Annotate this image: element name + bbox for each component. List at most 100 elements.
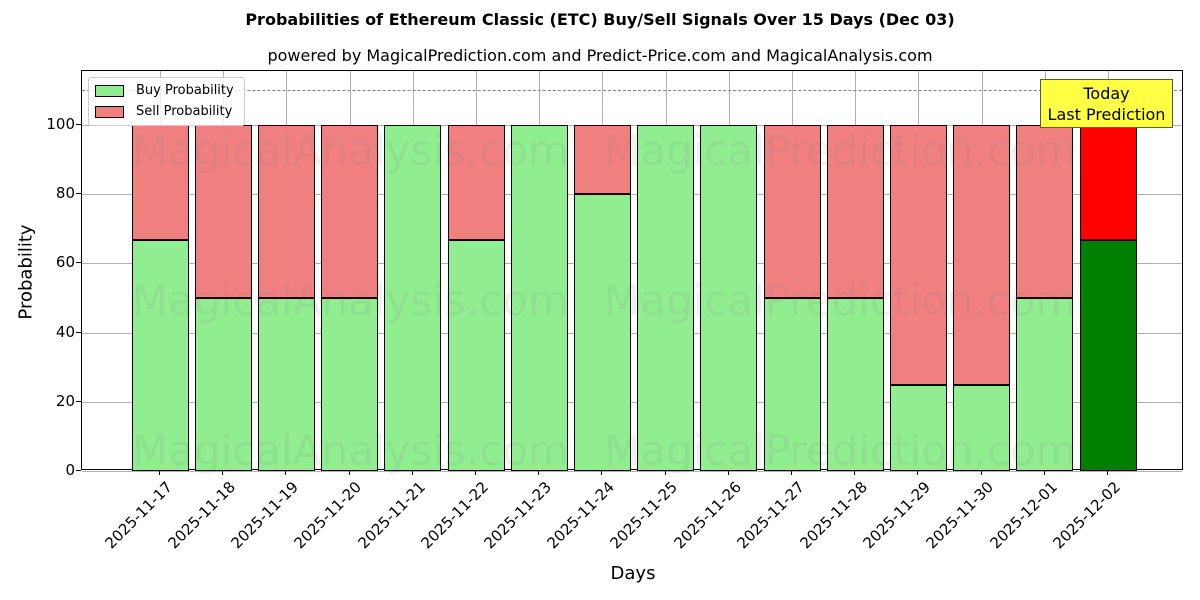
legend-label-sell: Sell Probability (136, 104, 233, 119)
bar-sell (257, 125, 315, 298)
sell-swatch-icon (95, 105, 124, 118)
y-tick-mark (76, 124, 81, 125)
x-tick-mark (1043, 470, 1045, 475)
x-tick-mark (727, 470, 729, 475)
y-tick-label: 100 (46, 115, 75, 133)
bar-buy (131, 240, 189, 471)
x-tick-mark (411, 470, 413, 475)
bar-buy (763, 298, 821, 471)
x-tick-mark (601, 470, 603, 475)
legend-label-buy: Buy Probability (136, 83, 234, 98)
legend-item-buy: Buy Probability (95, 83, 234, 98)
x-tick-mark (917, 470, 919, 475)
x-tick-label: 2025-11-18 (164, 478, 239, 553)
x-tick-mark (348, 470, 350, 475)
bar-sell (194, 125, 252, 298)
x-tick-mark (664, 470, 666, 475)
x-axis-title: Days (610, 563, 656, 584)
reference-line-110 (82, 90, 1182, 92)
bar-buy (826, 298, 884, 471)
bar-buy (447, 240, 505, 471)
x-tick-label: 2025-11-20 (290, 478, 366, 553)
grid-line-horizontal (82, 401, 1182, 403)
y-tick-label: 40 (55, 322, 75, 341)
bar-sell (953, 125, 1011, 385)
x-tick-label: 2025-12-02 (1049, 478, 1124, 553)
x-tick-label: 2025-11-23 (480, 478, 555, 553)
watermark-text: MagicalAnalysis.com (132, 126, 569, 175)
y-tick-mark (76, 331, 81, 333)
x-tick-mark (854, 470, 856, 475)
x-tick-mark (285, 470, 287, 475)
x-tick-label: 2025-11-21 (354, 478, 429, 553)
bar-buy (1016, 298, 1074, 471)
x-tick-mark (538, 470, 540, 475)
x-tick-label: 2025-11-17 (101, 478, 176, 553)
watermark-text: MagicalPrediction.com (604, 426, 1077, 475)
y-axis-title: Probability (15, 224, 37, 320)
bar-buy (194, 298, 252, 471)
grid-line-horizontal (82, 125, 1182, 126)
x-tick-mark (980, 470, 982, 475)
y-tick-mark (76, 470, 81, 471)
legend: Buy Probability Sell Probability (88, 77, 245, 126)
bar-buy (1079, 240, 1137, 471)
x-tick-label: 2025-11-24 (543, 478, 619, 553)
x-tick-label: 2025-11-29 (859, 478, 935, 553)
y-tick-mark (76, 193, 81, 195)
chart-subtitle: powered by MagicalPrediction.com and Pre… (267, 46, 933, 65)
x-tick-mark (159, 470, 160, 475)
bar-sell (321, 125, 379, 298)
x-tick-mark (475, 470, 476, 475)
bar-buy (321, 298, 379, 471)
bar-sell (826, 125, 884, 298)
buy-swatch-icon (95, 84, 124, 97)
y-tick-label: 80 (55, 184, 75, 203)
y-tick-mark (76, 262, 81, 264)
legend-item-sell: Sell Probability (95, 104, 232, 119)
bar-sell (763, 125, 821, 298)
bar-sell (573, 125, 631, 195)
y-tick-label: 0 (65, 461, 75, 479)
last-prediction-label: Last Prediction (1047, 105, 1166, 124)
y-tick-label: 60 (55, 253, 75, 272)
watermark-text: MagicalAnalysis.com (132, 276, 569, 325)
x-tick-label: 2025-11-28 (796, 478, 871, 553)
x-tick-label: 2025-11-22 (417, 478, 492, 553)
x-tick-label: 2025-11-27 (733, 478, 808, 553)
x-tick-label: 2025-11-30 (922, 478, 998, 553)
bar-buy (510, 125, 568, 471)
today-label: Today (1083, 84, 1130, 103)
y-tick-mark (76, 400, 81, 402)
watermark-text: MagicalPrediction.com (604, 126, 1077, 175)
grid-line-horizontal (82, 194, 1182, 196)
x-tick-label: 2025-11-19 (227, 478, 303, 553)
x-tick-label: 2025-12-01 (986, 478, 1061, 553)
bar-buy (953, 384, 1011, 471)
watermark-text: MagicalPrediction.com (604, 276, 1077, 325)
bar-sell (131, 125, 189, 241)
x-tick-mark (1107, 470, 1108, 475)
grid-line-horizontal (82, 471, 1182, 472)
plot-area: MagicalAnalysis.com MagicalPrediction.com… (81, 70, 1183, 475)
grid-line-horizontal (82, 263, 1182, 265)
bar-buy (573, 194, 631, 471)
today-annotation: Today Last Prediction (1040, 79, 1173, 128)
x-tick-mark (222, 470, 224, 475)
bar-sell (889, 125, 947, 385)
grid-line-horizontal (82, 332, 1182, 334)
bar-buy (637, 125, 695, 471)
y-tick-label: 20 (55, 391, 75, 410)
x-tick-label: 2025-11-26 (670, 478, 745, 553)
bar-sell (1079, 125, 1137, 241)
bar-sell (447, 125, 505, 241)
bar-buy (700, 125, 758, 471)
bar-buy (257, 298, 315, 471)
watermark-text: MagicalAnalysis.com (132, 426, 569, 475)
chart-title: Probabilities of Ethereum Classic (ETC) … (245, 10, 955, 29)
bar-buy (384, 125, 442, 471)
bar-sell (1016, 125, 1074, 298)
x-tick-label: 2025-11-25 (606, 478, 682, 553)
bar-buy (889, 384, 947, 471)
x-tick-mark (791, 470, 792, 475)
